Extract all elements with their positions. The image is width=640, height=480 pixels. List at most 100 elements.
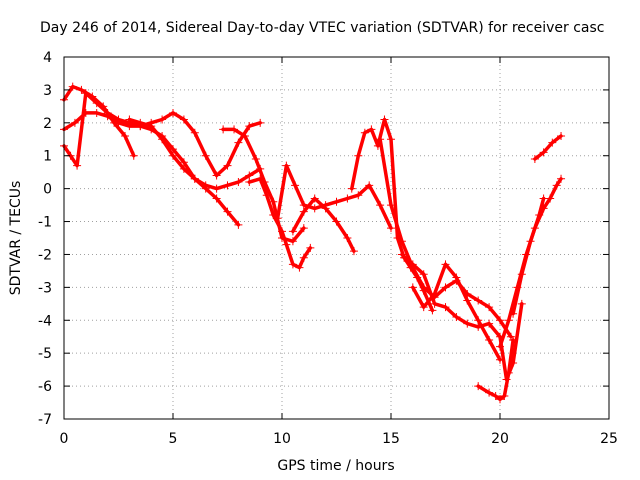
- data-point-marker: [452, 312, 461, 321]
- data-point-marker: [474, 316, 483, 325]
- data-point-marker: [365, 181, 374, 190]
- data-point-marker: [92, 108, 101, 117]
- data-point-marker: [349, 247, 358, 256]
- data-point-marker: [504, 316, 513, 325]
- data-point-marker: [474, 382, 483, 391]
- data-point-marker: [485, 388, 494, 397]
- data-point-marker: [299, 207, 308, 216]
- series-track: [533, 134, 563, 161]
- data-point-marker: [347, 184, 356, 193]
- data-point-marker: [251, 155, 260, 164]
- data-point-marker: [485, 303, 494, 312]
- data-point-marker: [291, 181, 300, 190]
- data-series-satellite-track-16: [530, 131, 566, 164]
- data-point-marker: [380, 115, 389, 124]
- data-point-marker: [557, 174, 566, 183]
- data-point-marker: [539, 194, 548, 203]
- data-point-marker: [278, 227, 286, 236]
- data-point-marker: [485, 319, 494, 328]
- data-point-marker: [234, 220, 243, 229]
- data-point-marker: [485, 336, 494, 345]
- data-point-marker: [535, 210, 544, 219]
- data-point-marker: [81, 108, 90, 117]
- data-point-marker: [288, 260, 297, 269]
- data-point-marker: [262, 191, 271, 200]
- data-point-marker: [310, 204, 319, 213]
- x-tick-label: 20: [491, 431, 509, 447]
- data-point-marker: [269, 210, 278, 219]
- data-point-marker: [496, 395, 504, 404]
- data-series-satellite-track-6: [245, 174, 315, 272]
- x-tick-label: 25: [600, 431, 618, 447]
- data-series-satellite-track-12: [408, 260, 504, 364]
- data-point-marker: [552, 181, 561, 190]
- x-axis-label: GPS time / hours: [277, 458, 394, 474]
- data-point-marker: [179, 115, 188, 124]
- data-point-marker: [201, 181, 210, 190]
- data-point-marker: [169, 151, 177, 160]
- data-point-marker: [408, 260, 417, 269]
- data-series-satellite-track-1: [60, 89, 243, 229]
- data-point-marker: [288, 237, 297, 246]
- data-point-marker: [223, 161, 232, 170]
- data-point-marker: [517, 270, 526, 279]
- data-point-marker: [387, 201, 395, 210]
- data-point-marker: [73, 161, 82, 170]
- data-point-marker: [397, 250, 406, 259]
- data-point-marker: [557, 131, 566, 140]
- data-point-marker: [354, 191, 363, 200]
- data-point-marker: [230, 125, 239, 134]
- data-series-satellite-track-15: [509, 194, 548, 318]
- data-point-marker: [343, 234, 352, 242]
- data-point-marker: [147, 122, 156, 131]
- data-point-marker: [114, 118, 123, 127]
- data-point-marker: [530, 155, 539, 164]
- data-point-marker: [491, 391, 500, 400]
- series-track: [291, 196, 356, 253]
- data-point-marker: [354, 151, 363, 160]
- data-point-marker: [306, 243, 315, 252]
- series-track: [275, 163, 393, 230]
- data-point-marker: [509, 309, 518, 318]
- data-series-satellite-track-5: [219, 125, 308, 246]
- data-point-marker: [526, 237, 535, 246]
- data-point-marker: [282, 161, 291, 170]
- x-tick-label: 15: [382, 431, 400, 447]
- data-point-marker: [463, 319, 472, 328]
- data-point-marker: [367, 125, 376, 134]
- data-point-marker: [212, 171, 221, 180]
- y-tick-label: -2: [38, 247, 52, 263]
- data-point-marker: [88, 92, 97, 101]
- x-tick-label: 0: [60, 431, 69, 447]
- data-point-marker: [245, 122, 254, 131]
- data-point-marker: [504, 368, 513, 377]
- series-track: [62, 84, 136, 158]
- data-point-marker: [430, 289, 439, 298]
- data-point-marker: [428, 306, 437, 315]
- y-tick-label: -7: [38, 412, 52, 428]
- data-point-marker: [419, 270, 428, 279]
- data-point-marker: [474, 296, 483, 305]
- y-tick-label: 1: [43, 149, 52, 165]
- data-series-satellite-track-13: [474, 336, 518, 404]
- data-point-marker: [496, 316, 504, 325]
- chart-title: Day 246 of 2014, Sidereal Day-to-day VTE…: [40, 20, 604, 36]
- y-tick-label: 0: [43, 182, 52, 198]
- x-tick-label: 5: [169, 431, 178, 447]
- data-series-satellite-track-4: [125, 115, 265, 193]
- data-point-marker: [77, 85, 86, 94]
- data-point-marker: [548, 138, 557, 147]
- data-series: [60, 82, 566, 404]
- data-point-marker: [129, 151, 138, 160]
- data-series-satellite-track-8: [288, 194, 358, 256]
- data-point-marker: [169, 108, 177, 117]
- data-point-marker: [321, 204, 330, 213]
- y-tick-label: -1: [38, 215, 52, 231]
- series-track: [400, 252, 524, 382]
- data-series-satellite-track-11: [397, 250, 526, 384]
- series-track: [247, 177, 313, 270]
- data-point-marker: [539, 148, 548, 157]
- y-tick-label: 4: [43, 50, 52, 66]
- data-point-marker: [332, 197, 341, 206]
